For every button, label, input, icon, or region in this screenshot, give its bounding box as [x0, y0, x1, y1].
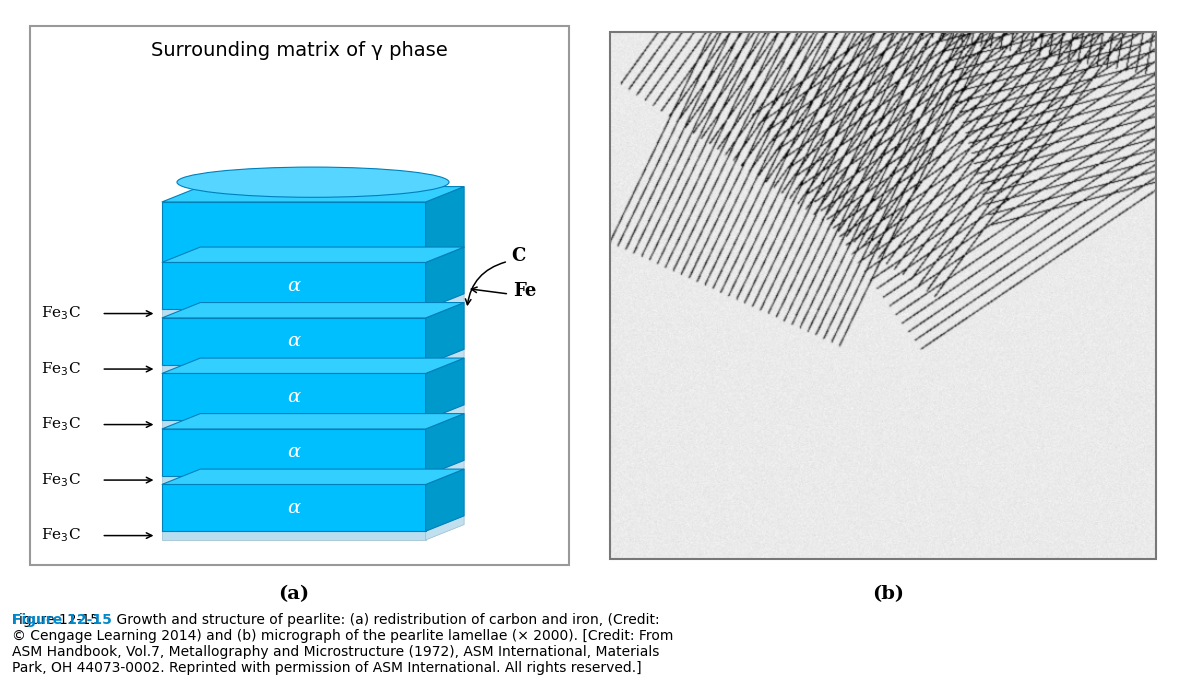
Text: α: α — [287, 277, 300, 295]
Polygon shape — [426, 302, 464, 365]
Text: α: α — [287, 443, 300, 462]
Polygon shape — [426, 349, 464, 374]
Polygon shape — [162, 358, 464, 374]
Text: Fe$_3$C: Fe$_3$C — [41, 471, 80, 489]
Polygon shape — [162, 460, 464, 475]
Polygon shape — [162, 484, 426, 531]
Polygon shape — [162, 405, 464, 420]
Text: (a): (a) — [278, 585, 309, 603]
Polygon shape — [426, 294, 464, 318]
Polygon shape — [162, 202, 426, 262]
Text: C: C — [511, 247, 525, 265]
Text: Surrounding matrix of γ phase: Surrounding matrix of γ phase — [151, 41, 448, 60]
Text: Figure 12-15: Figure 12-15 — [12, 613, 111, 627]
Polygon shape — [162, 469, 464, 484]
Polygon shape — [162, 318, 426, 365]
Text: α: α — [287, 499, 300, 517]
Polygon shape — [162, 420, 426, 429]
Polygon shape — [162, 516, 464, 531]
Polygon shape — [426, 405, 464, 429]
Polygon shape — [162, 187, 464, 202]
Polygon shape — [426, 358, 464, 420]
Polygon shape — [162, 475, 426, 484]
Text: Fe$_3$C: Fe$_3$C — [41, 360, 80, 378]
Polygon shape — [162, 302, 464, 318]
Polygon shape — [426, 460, 464, 484]
Polygon shape — [426, 469, 464, 531]
Polygon shape — [162, 374, 426, 420]
Text: Fe$_3$C: Fe$_3$C — [41, 305, 80, 322]
Polygon shape — [162, 349, 464, 365]
Text: Figure 12-15    Growth and structure of pearlite: (a) redistribution of carbon a: Figure 12-15 Growth and structure of pea… — [12, 613, 674, 675]
Polygon shape — [162, 429, 426, 475]
Polygon shape — [162, 414, 464, 429]
Text: α: α — [287, 333, 300, 350]
Polygon shape — [162, 262, 426, 309]
Polygon shape — [162, 294, 464, 309]
Polygon shape — [426, 516, 464, 540]
Text: (b): (b) — [873, 585, 904, 603]
Polygon shape — [162, 531, 426, 540]
Polygon shape — [162, 365, 426, 374]
Text: Fe$_3$C: Fe$_3$C — [41, 527, 80, 544]
Polygon shape — [426, 414, 464, 475]
Text: Fe: Fe — [514, 282, 537, 300]
Polygon shape — [426, 247, 464, 309]
Text: Fe$_3$C: Fe$_3$C — [41, 416, 80, 433]
Polygon shape — [426, 187, 464, 262]
Polygon shape — [162, 247, 464, 262]
Text: α: α — [287, 387, 300, 406]
Ellipse shape — [177, 167, 449, 197]
Polygon shape — [162, 309, 426, 318]
